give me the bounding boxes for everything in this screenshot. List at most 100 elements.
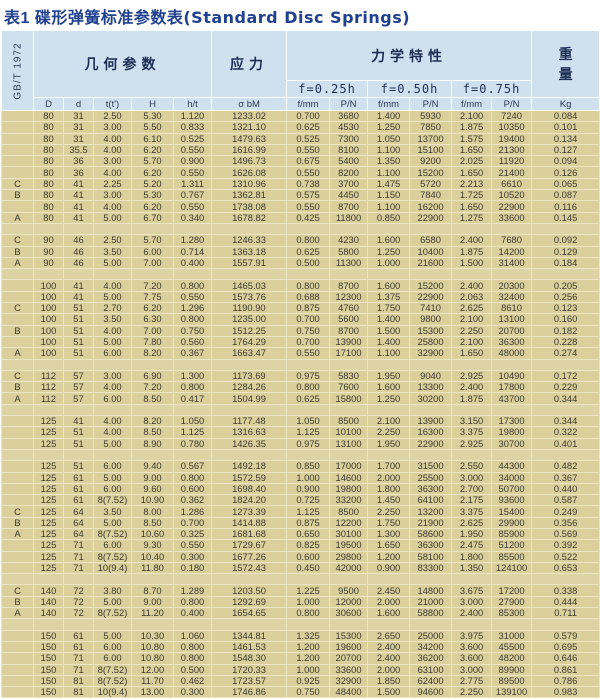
table-cell: 61	[63, 482, 94, 496]
table-cell: 3.000	[451, 663, 493, 676]
empty-cell	[33, 358, 64, 371]
table-cell: 36300	[409, 482, 453, 496]
table-cell: 7600	[329, 381, 369, 394]
table-cell: 0.344	[531, 415, 600, 428]
empty-cell	[409, 268, 453, 281]
table-cell: 1414.88	[211, 516, 288, 529]
table-cell: 125	[33, 494, 64, 507]
table-cell: 0.750	[286, 324, 331, 337]
table-cell: 5830	[329, 369, 369, 383]
table-cell: 0.575	[286, 189, 331, 202]
table-cell: 2.250	[367, 426, 411, 439]
table-cell: 8610	[491, 302, 533, 315]
table-cell: 61	[63, 629, 94, 642]
empty-cell	[531, 618, 600, 631]
empty-cell	[286, 403, 331, 417]
table-cell: 1.750	[367, 516, 411, 529]
f-025h-header: f=0.25h	[286, 80, 369, 98]
table-cell: 0.300	[172, 686, 213, 699]
column-header: H	[131, 97, 174, 111]
table-cell: 0.800	[286, 234, 331, 247]
table-cell: 0.579	[531, 629, 600, 642]
table-cell: 6.30	[131, 313, 174, 326]
empty-cell	[211, 222, 288, 236]
table-cell: 1.475	[367, 177, 411, 191]
table-cell: 5.00	[93, 211, 132, 224]
table-cell: 43700	[491, 392, 533, 405]
table-cell: 1.950	[367, 437, 411, 450]
table-cell: 0.525	[172, 132, 213, 145]
series-cell: B	[1, 324, 34, 337]
table-cell: 8.90	[131, 437, 174, 450]
table-cell: 5.00	[93, 437, 132, 450]
empty-cell	[172, 618, 213, 631]
table-cell: 0.625	[286, 245, 331, 258]
table-cell: 0.417	[172, 392, 213, 405]
table-row: 125 61 5.00 9.00 0.800 1572.59 1.000 14600 2.000…	[1, 471, 600, 484]
table-cell: 1.450	[367, 494, 411, 507]
table-cell: 1461.53	[211, 640, 288, 654]
table-cell: 8700	[329, 279, 369, 292]
series-cell	[1, 121, 34, 134]
table-cell: 0.160	[531, 313, 600, 326]
table-cell: 3.000	[451, 595, 493, 609]
table-cell: 2.250	[451, 324, 493, 337]
empty-cell	[451, 403, 493, 417]
table-cell: 1316.63	[211, 426, 288, 439]
table-cell: 0.750	[286, 686, 331, 699]
table-cell: 1512.25	[211, 324, 288, 337]
table-cell: 2.25	[93, 177, 132, 191]
table-cell: 2.400	[451, 279, 493, 292]
table-cell: 1663.47	[211, 347, 288, 360]
table-cell: 2.650	[367, 629, 411, 642]
empty-cell	[491, 618, 533, 631]
table-cell: 0.780	[172, 437, 213, 450]
table-cell: 93600	[491, 494, 533, 507]
table-row: C 80 41 2.25 5.20 1.311 1310.96 0.738 3700 1.475 5…	[1, 177, 600, 191]
table-cell: 1557.91	[211, 256, 288, 270]
table-cell: 41	[63, 211, 94, 224]
table-cell: 2.450	[367, 584, 411, 597]
table-cell: 1.650	[451, 347, 493, 360]
table-cell: 4.00	[93, 166, 132, 179]
table-cell: 2.000	[367, 663, 411, 676]
table-cell: 1720.33	[211, 663, 288, 676]
table-cell: 34200	[409, 640, 453, 654]
table-cell: 140	[33, 584, 64, 597]
table-cell: 71	[63, 663, 94, 676]
table-cell: 51	[63, 335, 94, 349]
table-cell: 0.101	[531, 121, 600, 134]
table-cell: 30600	[329, 607, 369, 620]
table-cell: 1426.35	[211, 437, 288, 450]
empty-cell	[531, 268, 600, 281]
empty-cell	[1, 403, 34, 417]
table-cell: 51	[63, 324, 94, 337]
table-cell: 51	[63, 347, 94, 360]
table-cell: 1.100	[367, 200, 411, 213]
table-cell: 8500	[329, 505, 369, 518]
table-cell: 0.900	[367, 561, 411, 575]
table-cell: 5.00	[93, 595, 132, 609]
table-cell: 89500	[491, 674, 533, 688]
table-cell: 16300	[409, 426, 453, 439]
empty-cell	[172, 358, 213, 371]
table-cell: 72	[63, 584, 94, 597]
table-cell: 21400	[491, 166, 533, 179]
table-cell: 3.975	[451, 629, 493, 642]
table-cell: 0.172	[531, 369, 600, 383]
table-cell: 1.650	[451, 143, 493, 157]
series-cell: A	[1, 607, 34, 620]
table-cell: 11.80	[131, 561, 174, 575]
table-cell: 14200	[491, 245, 533, 258]
table-cell: 0.525	[286, 132, 331, 145]
table-cell: 0.875	[286, 302, 331, 315]
table-cell: 32400	[491, 290, 533, 304]
table-row: 125 51 6.00 9.40 0.567 1492.18 0.850 17000 1.700…	[1, 460, 600, 473]
series-cell	[1, 132, 34, 145]
table-cell: 0.482	[531, 460, 600, 473]
table-cell: 14800	[409, 584, 453, 597]
table-cell: 33600	[491, 211, 533, 224]
series-cell: A	[1, 211, 34, 224]
empty-cell	[93, 573, 132, 586]
table-cell: 29800	[329, 550, 369, 563]
